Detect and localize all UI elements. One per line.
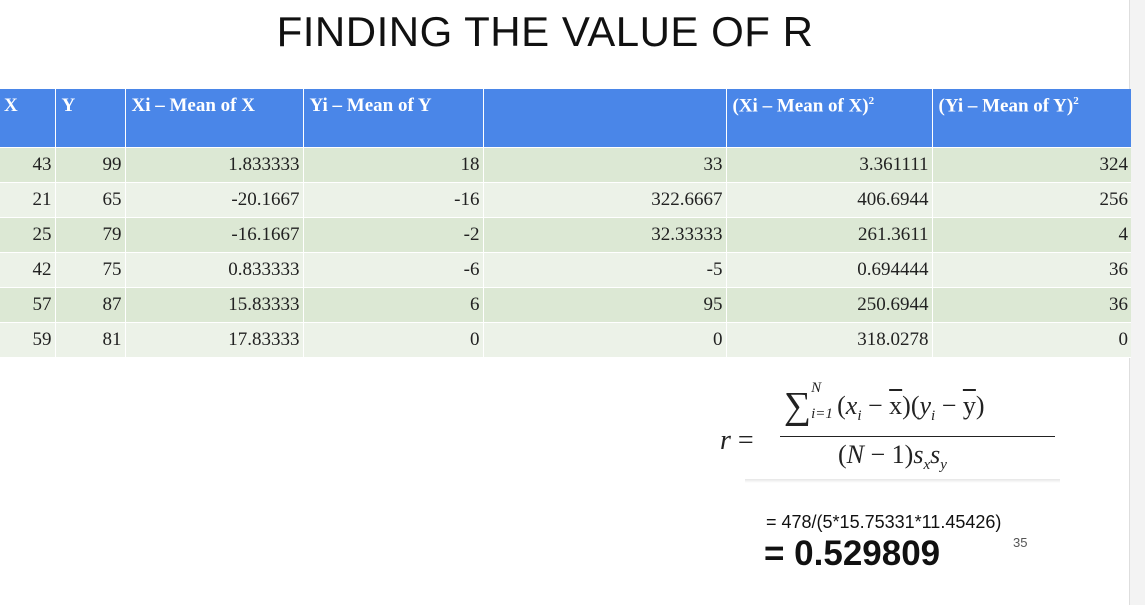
table-cell: 75 <box>54 251 125 287</box>
table-cell: 318.0278 <box>725 321 932 358</box>
table-cell: 324 <box>931 146 1131 182</box>
table-cell: 87 <box>54 286 125 322</box>
table-cell: -16 <box>302 181 483 217</box>
table-cell: -2 <box>302 216 483 252</box>
table-cell: 250.6944 <box>725 286 932 322</box>
table-cell: 322.6667 <box>482 181 726 217</box>
table-cell: 3.361111 <box>725 146 932 182</box>
header-x: X <box>0 89 55 147</box>
table-cell: 95 <box>482 286 726 322</box>
table-cell: 1.833333 <box>124 146 303 182</box>
table-cell: 0 <box>482 321 726 358</box>
table-cell: 261.3611 <box>725 216 932 252</box>
sigma-icon: ∑ <box>784 385 812 427</box>
table-cell: 4 <box>931 216 1131 252</box>
table-cell: 17.83333 <box>124 321 303 358</box>
table-cell: 18 <box>302 146 483 182</box>
table-cell: 15.83333 <box>124 286 303 322</box>
table-cell: 25 <box>0 216 55 252</box>
table-cell: -5 <box>482 251 726 287</box>
table-row: 42 75 0.833333 -6 -5 0.694444 36 <box>0 251 1131 287</box>
header-x-deviation-squared: (Xi – Mean of X)2 <box>725 89 932 147</box>
table-cell: -20.1667 <box>124 181 303 217</box>
slide-title: FINDING THE VALUE OF R <box>276 8 814 55</box>
header-y: Y <box>54 89 125 147</box>
calculation-text: = 478/(5*15.75331*11.45426) <box>766 512 1002 532</box>
formula-shadow <box>745 479 1060 483</box>
table-cell: 0.833333 <box>124 251 303 287</box>
table-cell: 59 <box>0 321 55 358</box>
table-cell: 57 <box>0 286 55 322</box>
header-product <box>482 89 726 147</box>
header-y-deviation-squared: (Yi – Mean of Y)2 <box>931 89 1131 147</box>
table-header-row: X Y Xi – Mean of X Yi – Mean of Y (Xi – … <box>0 89 1131 147</box>
table-cell: 99 <box>54 146 125 182</box>
table-cell: 33 <box>482 146 726 182</box>
formula-denominator: (N − 1)sxsy <box>838 440 947 474</box>
table-cell: 43 <box>0 146 55 182</box>
table-row: 43 99 1.833333 18 33 3.361111 324 <box>0 146 1131 182</box>
table-cell: 65 <box>54 181 125 217</box>
vertical-scrollbar[interactable] <box>1129 0 1145 605</box>
table-cell: 79 <box>54 216 125 252</box>
table-cell: 32.33333 <box>482 216 726 252</box>
table-row: 59 81 17.83333 0 0 318.0278 0 <box>0 321 1131 358</box>
table-row: 25 79 -16.1667 -2 32.33333 261.3611 4 <box>0 216 1131 252</box>
formula-lhs: r = <box>720 425 754 456</box>
table-cell: -6 <box>302 251 483 287</box>
table-cell: 42 <box>0 251 55 287</box>
table-cell: 0 <box>302 321 483 358</box>
header-y-deviation: Yi – Mean of Y <box>302 89 483 147</box>
table-cell: 36 <box>931 251 1131 287</box>
table-cell: 21 <box>0 181 55 217</box>
table-cell: 256 <box>931 181 1131 217</box>
page-number: 35 <box>1013 535 1028 550</box>
result-value: = 0.529809 <box>764 534 941 573</box>
table-cell: 81 <box>54 321 125 358</box>
table-cell: 406.6944 <box>725 181 932 217</box>
table-row: 21 65 -20.1667 -16 322.6667 406.6944 256 <box>0 181 1131 217</box>
table-cell: 6 <box>302 286 483 322</box>
table-row: 57 87 15.83333 6 95 250.6944 36 <box>0 286 1131 322</box>
table-cell: -16.1667 <box>124 216 303 252</box>
header-x-deviation: Xi – Mean of X <box>124 89 303 147</box>
fraction-bar <box>780 436 1055 437</box>
table-cell: 0.694444 <box>725 251 932 287</box>
table-cell: 0 <box>931 321 1131 358</box>
data-table: X Y Xi – Mean of X Yi – Mean of Y (Xi – … <box>0 89 1131 358</box>
table-cell: 36 <box>931 286 1131 322</box>
